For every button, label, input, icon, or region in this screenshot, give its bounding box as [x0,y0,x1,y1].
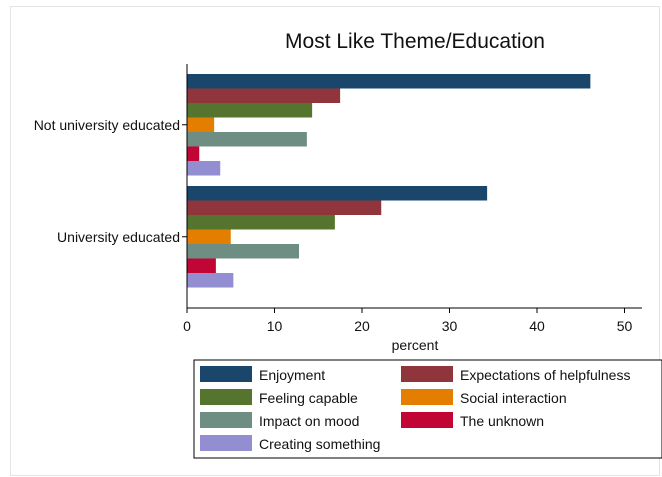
bar-1-2 [187,215,335,230]
legend-swatch [401,412,453,428]
x-axis-label: percent [392,337,439,353]
legend-swatch [200,389,252,405]
bar-1-6 [187,273,234,288]
bar-0-0 [187,74,591,89]
bar-0-3 [187,117,215,132]
legend: Enjoyment Expectations of helpfulness Feel… [193,359,662,459]
bar-0-2 [187,103,313,118]
bar-0-4 [187,132,307,147]
legend-swatch [200,366,252,382]
bar-0-1 [187,88,341,103]
x-tick-label: 30 [442,318,458,334]
category-label: Not university educated [34,117,180,133]
legend-label: Social interaction [460,390,567,406]
bar-0-5 [187,146,200,161]
x-tick-label: 10 [267,318,283,334]
legend-swatch [200,435,252,451]
legend-swatch [200,412,252,428]
x-tick-label: 0 [183,318,191,334]
bar-1-5 [187,258,216,273]
legend-label: Expectations of helpfulness [460,367,630,383]
axes-group: Not university educated University educat… [34,64,642,334]
bars-group [187,74,591,288]
legend-label: Feeling capable [259,390,358,406]
category-label: University educated [57,229,180,245]
chart-title: Most Like Theme/Education [285,30,545,53]
chart-frame [10,6,660,476]
legend-label: Creating something [259,436,380,452]
bar-0-6 [187,161,221,176]
legend-swatch [401,389,453,405]
bar-1-3 [187,229,231,244]
bar-1-1 [187,200,382,215]
legend-swatch [401,366,453,382]
legend-label: Enjoyment [259,367,325,383]
x-tick-label: 20 [354,318,370,334]
legend-label: Impact on mood [259,413,359,429]
x-tick-label: 50 [617,318,633,334]
bar-1-4 [187,244,299,259]
legend-label: The unknown [460,413,544,429]
x-tick-label: 40 [529,318,545,334]
bar-1-0 [187,186,488,201]
